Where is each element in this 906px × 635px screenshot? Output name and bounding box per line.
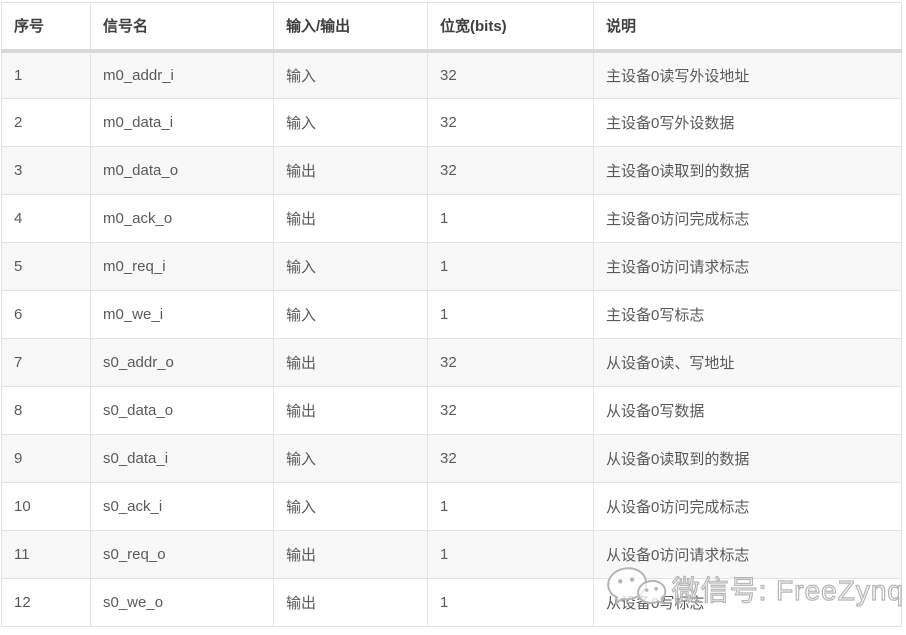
cell-description: 从设备0读、写地址 [593, 338, 902, 387]
cell-description: 从设备0写数据 [593, 386, 902, 435]
cell-description: 从设备0读取到的数据 [593, 434, 902, 483]
cell-description: 主设备0写标志 [593, 290, 902, 339]
cell-direction: 输出 [273, 194, 428, 243]
cell-bit-width: 1 [427, 242, 594, 291]
cell-direction: 输出 [273, 386, 428, 435]
cell-index: 1 [1, 50, 91, 99]
table-row: 4 m0_ack_o 输出 1 主设备0访问完成标志 [1, 194, 902, 243]
cell-description: 从设备0访问完成标志 [593, 482, 902, 531]
cell-index: 5 [1, 242, 91, 291]
cell-index: 10 [1, 482, 91, 531]
table-row: 5 m0_req_i 输入 1 主设备0访问请求标志 [1, 242, 902, 291]
cell-bit-width: 32 [427, 338, 594, 387]
cell-bit-width: 1 [427, 482, 594, 531]
cell-description: 从设备0访问请求标志 [593, 530, 902, 579]
cell-bit-width: 1 [427, 194, 594, 243]
cell-description: 主设备0读写外设地址 [593, 50, 902, 99]
cell-direction: 输出 [273, 530, 428, 579]
cell-bit-width: 1 [427, 578, 594, 627]
table-row: 8 s0_data_o 输出 32 从设备0写数据 [1, 386, 902, 435]
cell-signal-name: s0_we_o [90, 578, 274, 627]
table-row: 1 m0_addr_i 输入 32 主设备0读写外设地址 [1, 50, 902, 99]
cell-description: 主设备0写外设数据 [593, 98, 902, 147]
cell-index: 9 [1, 434, 91, 483]
cell-signal-name: m0_data_i [90, 98, 274, 147]
column-header-bit-width: 位宽(bits) [427, 2, 594, 53]
cell-signal-name: s0_data_o [90, 386, 274, 435]
cell-signal-name: m0_data_o [90, 146, 274, 195]
table-row: 10 s0_ack_i 输入 1 从设备0访问完成标志 [1, 482, 902, 531]
cell-index: 4 [1, 194, 91, 243]
cell-signal-name: s0_addr_o [90, 338, 274, 387]
cell-index: 3 [1, 146, 91, 195]
cell-direction: 输入 [273, 482, 428, 531]
table-row: 2 m0_data_i 输入 32 主设备0写外设数据 [1, 98, 902, 147]
cell-signal-name: m0_addr_i [90, 50, 274, 99]
cell-bit-width: 1 [427, 530, 594, 579]
cell-direction: 输入 [273, 50, 428, 99]
cell-signal-name: s0_ack_i [90, 482, 274, 531]
cell-bit-width: 1 [427, 290, 594, 339]
cell-signal-name: m0_req_i [90, 242, 274, 291]
signal-table: 序号 信号名 输入/输出 位宽(bits) 说明 1 m0_addr_i 输入 32 主… [1, 2, 902, 627]
cell-signal-name: m0_we_i [90, 290, 274, 339]
cell-signal-name: s0_data_i [90, 434, 274, 483]
cell-description: 主设备0访问完成标志 [593, 194, 902, 243]
table-row: 3 m0_data_o 输出 32 主设备0读取到的数据 [1, 146, 902, 195]
cell-index: 12 [1, 578, 91, 627]
cell-direction: 输出 [273, 578, 428, 627]
cell-bit-width: 32 [427, 98, 594, 147]
table-row: 12 s0_we_o 输出 1 从设备0写标志 [1, 578, 902, 627]
column-header-signal: 信号名 [90, 2, 274, 53]
cell-direction: 输入 [273, 242, 428, 291]
column-header-description: 说明 [593, 2, 902, 53]
table-row: 6 m0_we_i 输入 1 主设备0写标志 [1, 290, 902, 339]
table-row: 9 s0_data_i 输入 32 从设备0读取到的数据 [1, 434, 902, 483]
cell-direction: 输入 [273, 290, 428, 339]
cell-index: 11 [1, 530, 91, 579]
cell-index: 6 [1, 290, 91, 339]
cell-bit-width: 32 [427, 146, 594, 195]
cell-index: 8 [1, 386, 91, 435]
cell-bit-width: 32 [427, 434, 594, 483]
cell-index: 7 [1, 338, 91, 387]
cell-direction: 输入 [273, 98, 428, 147]
cell-index: 2 [1, 98, 91, 147]
header-row: 序号 信号名 输入/输出 位宽(bits) 说明 [1, 2, 902, 53]
cell-direction: 输出 [273, 146, 428, 195]
cell-description: 从设备0写标志 [593, 578, 902, 627]
cell-signal-name: m0_ack_o [90, 194, 274, 243]
cell-direction: 输出 [273, 338, 428, 387]
cell-bit-width: 32 [427, 386, 594, 435]
column-header-direction: 输入/输出 [273, 2, 428, 53]
cell-direction: 输入 [273, 434, 428, 483]
table-row: 7 s0_addr_o 输出 32 从设备0读、写地址 [1, 338, 902, 387]
cell-signal-name: s0_req_o [90, 530, 274, 579]
column-header-index: 序号 [1, 2, 91, 53]
cell-description: 主设备0访问请求标志 [593, 242, 902, 291]
cell-description: 主设备0读取到的数据 [593, 146, 902, 195]
cell-bit-width: 32 [427, 50, 594, 99]
table-row: 11 s0_req_o 输出 1 从设备0访问请求标志 [1, 530, 902, 579]
